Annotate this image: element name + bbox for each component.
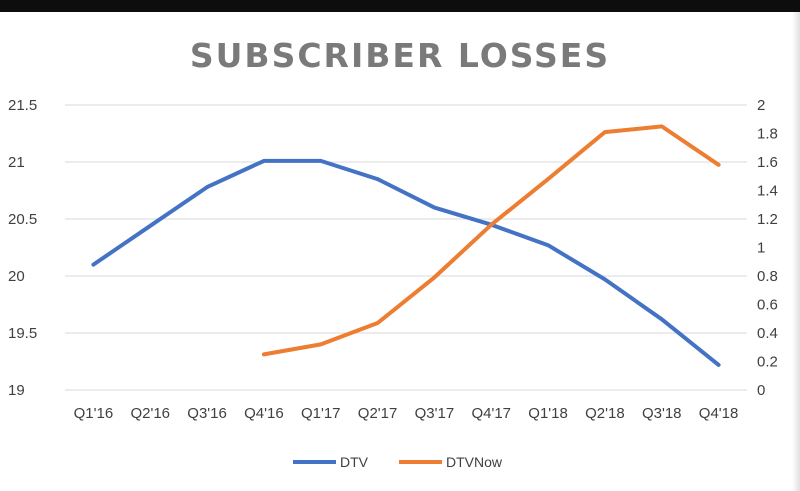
left-tick-label: 19: [8, 382, 25, 399]
window-top-bar: [0, 0, 800, 12]
legend: DTV DTVNow: [293, 454, 503, 470]
right-tick-label: 1.4: [757, 183, 778, 200]
right-tick-label: 0.4: [757, 325, 778, 342]
left-axis-ticks: 19 19.5 20 20.5 21 21.5: [8, 97, 37, 399]
x-tick-label: Q2'18: [585, 405, 625, 422]
x-tick-label: Q3'18: [642, 405, 682, 422]
right-tick-label: 0.8: [757, 268, 778, 285]
series-lines: [91, 124, 721, 367]
x-tick-label: Q4'17: [471, 405, 511, 422]
legend-label-dtvnow: DTVNow: [446, 454, 503, 470]
x-tick-label: Q2'16: [130, 405, 170, 422]
x-tick-label: Q1'17: [301, 405, 341, 422]
page-edge-shadow: [792, 12, 800, 491]
x-tick-label: Q3'16: [187, 405, 227, 422]
right-tick-label: 2: [757, 97, 765, 114]
x-tick-label: Q1'18: [528, 405, 568, 422]
right-tick-label: 1.8: [757, 126, 778, 143]
left-tick-label: 20.5: [8, 211, 37, 228]
right-tick-label: 0: [757, 382, 765, 399]
right-tick-label: 1.6: [757, 154, 778, 171]
x-tick-label: Q4'16: [244, 405, 284, 422]
right-tick-label: 1: [757, 240, 765, 257]
x-tick-label: Q1'16: [74, 405, 114, 422]
series-line-dtv: [91, 158, 721, 367]
x-tick-label: Q2'17: [358, 405, 398, 422]
series-line-dtvnow: [261, 124, 721, 357]
chart-title: SUBSCRIBER LOSSES: [190, 36, 610, 75]
x-axis-ticks: Q1'16 Q2'16 Q3'16 Q4'16 Q1'17 Q2'17 Q3'17 Q4'17…: [74, 405, 739, 422]
left-tick-label: 21: [8, 154, 25, 171]
x-tick-label: Q4'18: [699, 405, 739, 422]
left-tick-label: 19.5: [8, 325, 37, 342]
left-tick-label: 21.5: [8, 97, 37, 114]
right-tick-label: 0.2: [757, 354, 778, 371]
left-tick-label: 20: [8, 268, 25, 285]
right-tick-label: 1.2: [757, 211, 778, 228]
right-axis-ticks: 0 0.2 0.4 0.6 0.8 1 1.2 1.4 1.6 1.8 2: [757, 97, 778, 399]
legend-label-dtv: DTV: [340, 454, 369, 470]
x-tick-label: Q3'17: [415, 405, 455, 422]
gridlines: [65, 104, 747, 391]
right-tick-label: 0.6: [757, 297, 778, 314]
